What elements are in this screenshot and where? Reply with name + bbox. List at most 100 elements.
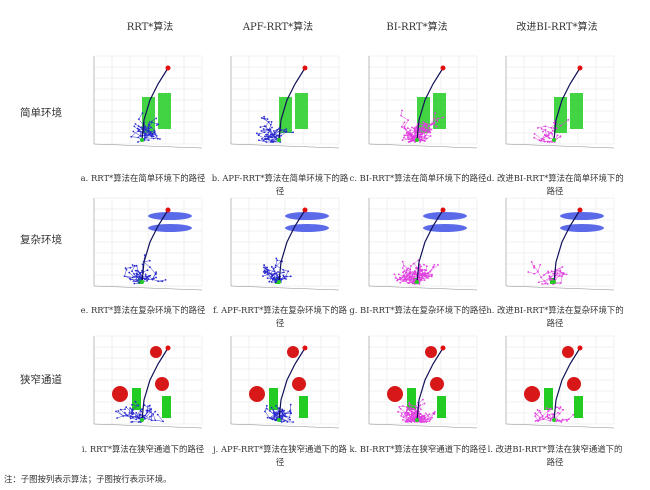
tree-node bbox=[562, 408, 565, 411]
tree-node bbox=[544, 125, 547, 128]
subfigure-caption: l. 改进BI-RRT*算法在狭窄通道下的路径 bbox=[487, 444, 623, 467]
column-header-rrt-star: RRT*算法 bbox=[126, 22, 174, 33]
tree-node bbox=[423, 136, 426, 139]
disc-obstacle bbox=[560, 224, 604, 232]
tree-node bbox=[134, 269, 137, 272]
tree-node bbox=[413, 127, 416, 129]
tree-node bbox=[137, 125, 140, 127]
tree-node bbox=[542, 274, 545, 277]
tree-node bbox=[533, 136, 536, 139]
tree-node bbox=[273, 130, 275, 132]
tree-node bbox=[414, 270, 417, 273]
tree-node bbox=[262, 270, 265, 273]
tree-node bbox=[409, 272, 411, 274]
plot-panel bbox=[217, 192, 345, 304]
tree-node bbox=[419, 413, 422, 415]
tree-node bbox=[144, 273, 147, 276]
tree-node bbox=[285, 278, 287, 280]
tree-node bbox=[135, 273, 138, 276]
goal-point bbox=[577, 65, 583, 71]
tree-node bbox=[540, 127, 543, 130]
tree-node bbox=[155, 276, 158, 279]
tree-node bbox=[125, 268, 128, 271]
tree-node bbox=[559, 135, 562, 138]
tree-node bbox=[543, 133, 546, 136]
tree-node bbox=[537, 281, 540, 284]
tree-node bbox=[552, 272, 555, 275]
box-obstacle bbox=[554, 97, 567, 133]
tree-node bbox=[423, 268, 426, 271]
tree-node bbox=[269, 128, 272, 131]
tree-node bbox=[421, 421, 423, 423]
goal-point bbox=[302, 207, 308, 213]
tree-node bbox=[423, 418, 425, 420]
tree-node bbox=[161, 280, 164, 283]
tree-node bbox=[547, 134, 549, 137]
goal-marker-base bbox=[550, 278, 554, 284]
planned-path bbox=[278, 347, 306, 421]
tree-node bbox=[148, 259, 151, 262]
tree-node bbox=[548, 279, 551, 281]
tree-node bbox=[559, 406, 562, 408]
tree-node bbox=[128, 271, 131, 274]
tree-node bbox=[401, 139, 404, 142]
goal-marker-base bbox=[138, 278, 142, 284]
tree-node bbox=[159, 138, 161, 140]
tree-node bbox=[398, 406, 401, 408]
tree-node bbox=[292, 131, 294, 134]
tree-node bbox=[408, 403, 411, 406]
tree-node bbox=[132, 130, 135, 133]
sphere-obstacle bbox=[524, 386, 540, 402]
tree-node bbox=[266, 118, 269, 121]
planned-path bbox=[553, 209, 581, 283]
tree-node bbox=[421, 398, 424, 401]
tree-node bbox=[289, 411, 292, 414]
tree-node bbox=[147, 127, 150, 130]
subfigure-caption: b. APF-RRT*算法在简单环境下的路径 bbox=[211, 173, 349, 196]
tree-node bbox=[271, 126, 273, 129]
tree-node bbox=[419, 404, 422, 407]
tree-node bbox=[264, 272, 266, 274]
planned-path bbox=[278, 209, 306, 283]
tree-node bbox=[134, 123, 137, 125]
column-header-apf-rrt-star: APF-RRT*算法 bbox=[242, 22, 314, 33]
start-point bbox=[415, 418, 419, 422]
column-header-bi-rrt-star: BI-RRT*算法 bbox=[386, 22, 448, 33]
start-point bbox=[277, 138, 281, 142]
tree-node bbox=[548, 141, 551, 143]
disc-obstacle bbox=[560, 212, 604, 220]
plot-panel bbox=[492, 50, 620, 162]
tree-node bbox=[430, 128, 433, 131]
disc-obstacle bbox=[148, 224, 192, 232]
tree-node bbox=[151, 133, 154, 136]
disc-obstacle bbox=[285, 224, 329, 232]
tree-node bbox=[422, 121, 425, 124]
tree-node bbox=[263, 264, 265, 266]
tree-node bbox=[143, 254, 146, 256]
tree-node bbox=[258, 139, 260, 142]
tree-node bbox=[135, 412, 138, 414]
tree-node bbox=[289, 403, 292, 406]
cylinder-obstacle bbox=[269, 388, 278, 410]
tree-node bbox=[262, 128, 265, 130]
row-header-narrow: 狭窄通道 bbox=[20, 374, 62, 386]
tree-node bbox=[145, 409, 148, 412]
tree-node bbox=[124, 408, 126, 411]
tree-node bbox=[115, 410, 117, 413]
tree-node bbox=[549, 275, 551, 278]
tree-node bbox=[136, 416, 138, 419]
tree-node bbox=[397, 273, 400, 276]
tree-node bbox=[406, 411, 409, 414]
tree-node bbox=[156, 413, 159, 416]
tree-node bbox=[559, 269, 562, 272]
tree-node bbox=[543, 140, 546, 143]
goal-point bbox=[165, 65, 171, 71]
tree-node bbox=[558, 407, 561, 410]
axes-grid bbox=[368, 335, 478, 429]
tree-node bbox=[148, 404, 151, 407]
tree-node bbox=[131, 409, 134, 411]
tree-node bbox=[275, 272, 278, 275]
tree-node bbox=[406, 127, 409, 130]
sphere-obstacle bbox=[287, 346, 299, 358]
tree-node bbox=[437, 263, 439, 266]
